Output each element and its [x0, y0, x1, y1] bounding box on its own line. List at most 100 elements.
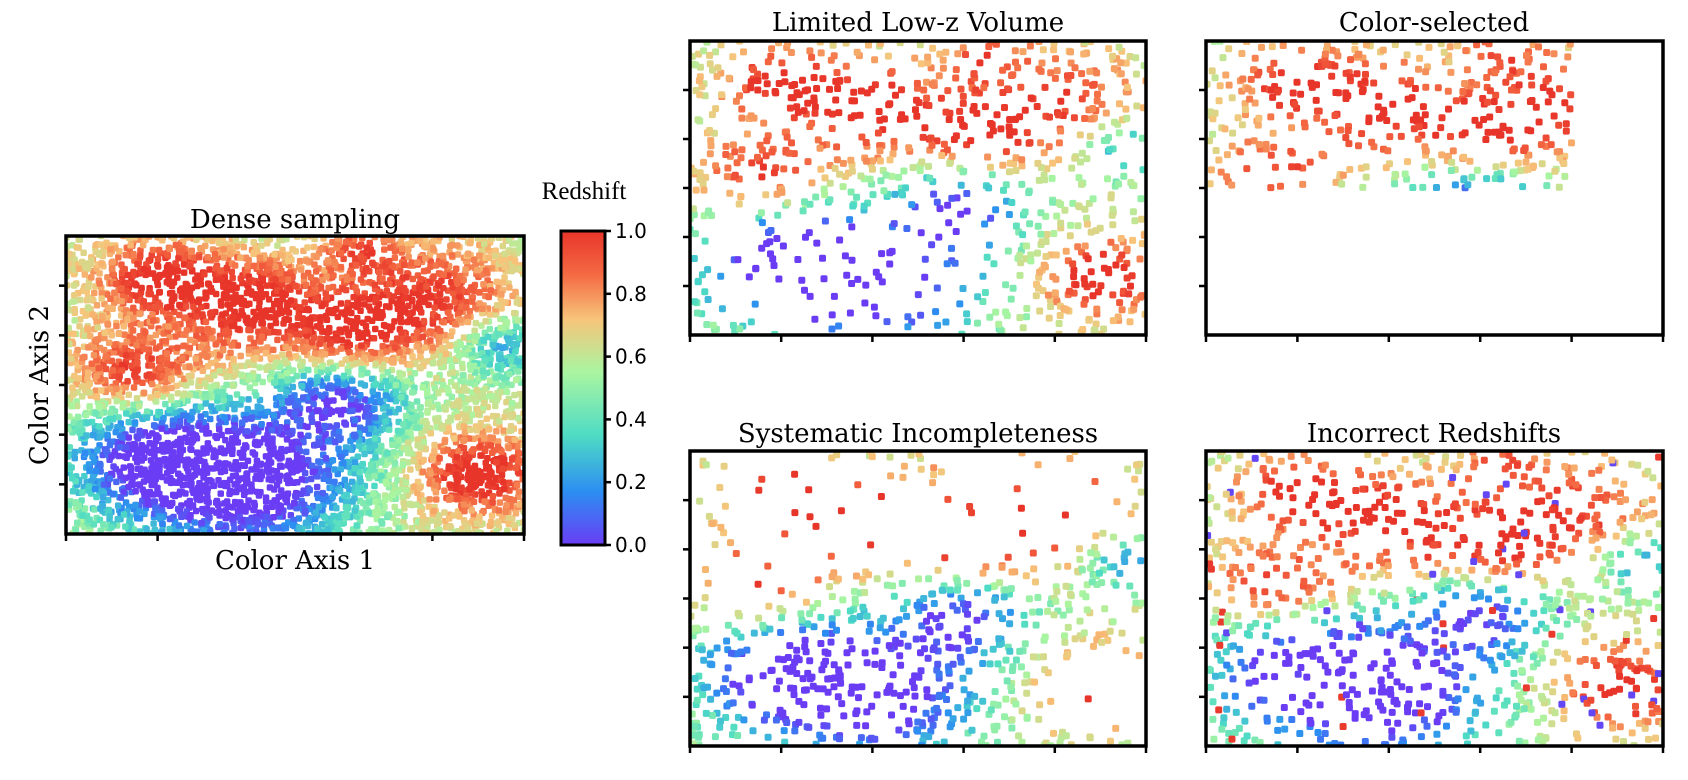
point-dense: [334, 313, 342, 321]
point-dense: [445, 309, 452, 316]
point-dense: [330, 397, 337, 404]
point-dense: [496, 490, 503, 497]
point-dense: [76, 430, 84, 437]
point-dense: [367, 397, 375, 404]
point-dense: [123, 410, 130, 417]
point-dense: [172, 260, 179, 267]
point-dense: [74, 346, 81, 354]
point-dense: [297, 266, 305, 273]
point-dense: [119, 434, 126, 441]
point-dense: [95, 364, 102, 372]
point-dense: [147, 270, 155, 277]
point-dense: [228, 464, 235, 472]
point-dense: [264, 344, 271, 351]
point-dense: [386, 257, 393, 265]
point-dense: [278, 378, 285, 386]
point-dense: [405, 246, 412, 253]
point-dense: [203, 469, 211, 476]
point-dense: [282, 343, 289, 351]
point-dense: [378, 518, 385, 525]
point-dense: [151, 526, 159, 534]
point-dense: [310, 243, 318, 251]
point-dense: [143, 414, 151, 421]
point-dense: [204, 363, 212, 370]
point-dense: [99, 493, 107, 501]
point-dense: [446, 357, 454, 364]
point-dense: [469, 411, 476, 418]
point-dense: [233, 488, 240, 496]
point-dense: [493, 302, 501, 309]
point-dense: [298, 382, 306, 390]
point-dense: [158, 425, 165, 432]
point-dense: [243, 470, 250, 478]
point-dense: [454, 496, 461, 503]
point-dense: [511, 257, 519, 264]
point-dense: [385, 426, 393, 433]
point-dense: [200, 508, 207, 516]
point-dense: [482, 445, 489, 453]
point-dense: [308, 414, 315, 421]
point-dense: [159, 520, 166, 528]
point-dense: [120, 323, 127, 330]
point-dense: [311, 350, 319, 357]
point-dense: [148, 380, 156, 388]
point-dense: [194, 326, 202, 333]
point-dense: [316, 324, 324, 331]
point-dense: [368, 250, 376, 257]
point-dense: [85, 344, 92, 351]
point-dense: [318, 414, 326, 421]
point-dense: [244, 405, 251, 413]
point-dense: [256, 475, 264, 483]
point-dense: [408, 239, 415, 247]
point-dense: [253, 457, 261, 465]
point-dense: [178, 285, 186, 292]
point-dense: [191, 463, 198, 471]
point-dense: [482, 385, 489, 392]
point-dense: [372, 454, 379, 461]
point-dense: [132, 501, 139, 509]
point-dense: [451, 435, 458, 442]
point-dense: [295, 515, 303, 522]
point-dense: [150, 451, 158, 458]
point-dense: [308, 462, 316, 470]
point-dense: [352, 262, 360, 269]
point-dense: [89, 311, 96, 318]
point-dense: [80, 249, 87, 256]
point-dense: [215, 404, 223, 411]
point-dense: [192, 355, 199, 362]
point-dense: [96, 442, 103, 449]
point-dense: [400, 499, 407, 506]
point-dense: [215, 239, 223, 246]
point-dense: [340, 459, 347, 467]
point-dense: [240, 243, 248, 251]
point-dense: [350, 236, 358, 243]
point-dense: [464, 525, 472, 533]
point-dense: [128, 480, 135, 488]
point-dense: [515, 457, 523, 464]
point-dense: [369, 259, 376, 267]
point-dense: [312, 295, 319, 303]
point-dense: [252, 354, 260, 362]
point-dense: [515, 488, 523, 495]
point-dense: [244, 428, 251, 435]
point-dense: [436, 455, 443, 462]
point-dense: [387, 269, 395, 276]
point-dense: [466, 239, 474, 247]
point-dense: [270, 412, 278, 419]
point-dense: [413, 424, 420, 432]
point-dense: [135, 481, 143, 488]
point-dense: [289, 479, 297, 486]
point-dense: [334, 378, 342, 385]
point-dense: [223, 510, 230, 518]
point-dense: [86, 467, 93, 475]
point-dense: [106, 475, 114, 482]
point-dense: [467, 426, 474, 434]
point-dense: [383, 480, 390, 487]
point-dense: [438, 260, 445, 268]
point-dense: [279, 252, 286, 259]
point-dense: [466, 454, 473, 461]
point-dense: [115, 254, 122, 261]
point-dense: [70, 330, 77, 338]
point-dense: [386, 303, 393, 311]
point-dense: [448, 279, 455, 286]
